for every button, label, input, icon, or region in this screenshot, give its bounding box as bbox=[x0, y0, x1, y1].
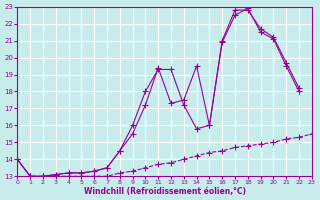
X-axis label: Windchill (Refroidissement éolien,°C): Windchill (Refroidissement éolien,°C) bbox=[84, 187, 245, 196]
